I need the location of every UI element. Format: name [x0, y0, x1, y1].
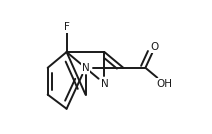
Text: O: O: [151, 42, 159, 52]
Text: F: F: [64, 22, 70, 32]
Text: N: N: [82, 63, 89, 73]
Text: N: N: [100, 79, 108, 89]
Text: OH: OH: [156, 79, 172, 89]
